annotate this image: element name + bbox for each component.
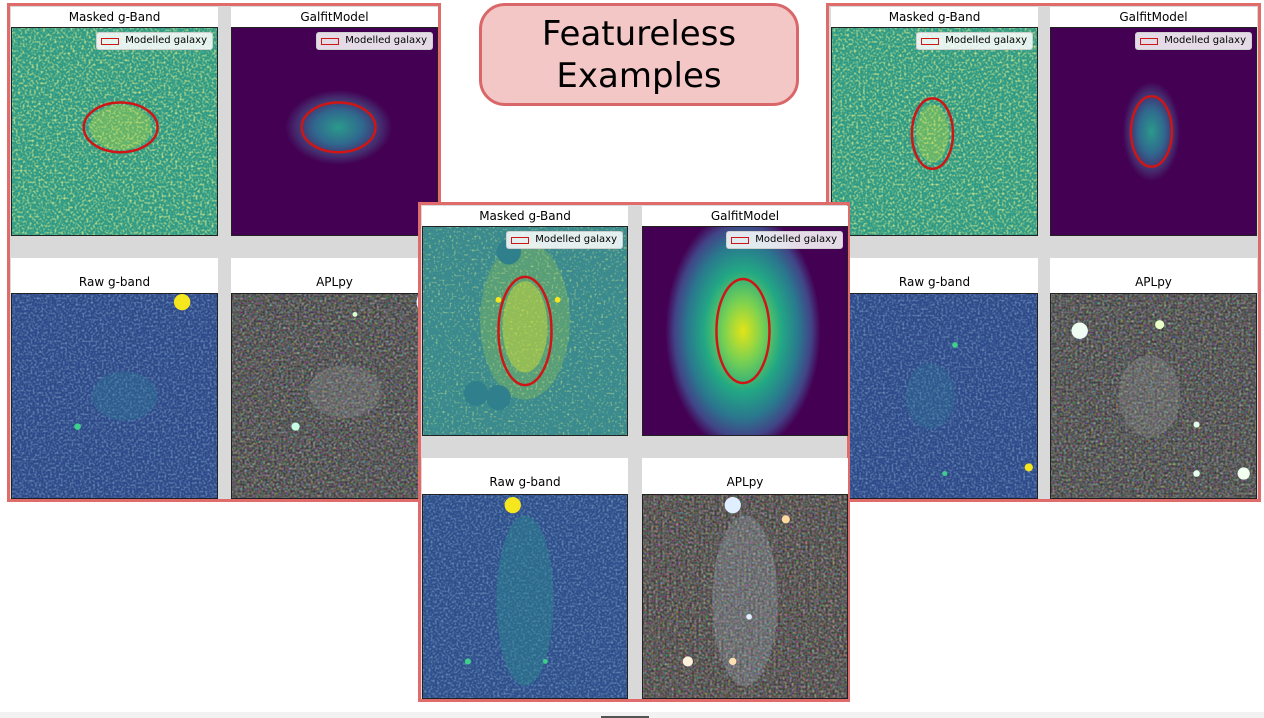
panel-title: APLpy [316,275,353,289]
masked-image-svg [12,28,217,235]
panel-title: Masked g-Band [479,209,571,223]
modelled-galaxy-ellipse [715,277,771,385]
modelled-galaxy-ellipse [910,97,955,171]
legend: Modelled galaxy [316,32,433,50]
legend-label: Modelled galaxy [125,35,207,46]
scroll-handle[interactable] [601,716,649,718]
panel-title: GalfitModel [710,209,780,223]
galfit-model-panel: GalfitModel [642,206,848,436]
panel-title: Masked g-Band [888,10,981,24]
panel-title: GalfitModel [1119,10,1188,24]
slide-title: Featureless Examples [541,13,737,96]
legend: Modelled galaxy [506,231,623,249]
legend-label: Modelled galaxy [945,35,1027,46]
panel-title: Masked g-Band [68,10,161,24]
masked-image-svg [832,28,1037,235]
red-rectangle-icon [101,37,120,45]
legend: Modelled galaxy [916,32,1033,50]
raw-image-svg [832,294,1037,498]
aplpy-image [642,494,848,699]
galfit-image-svg [232,28,437,235]
galfit-image-svg [643,227,847,435]
galfit-model-panel: GalfitModel [231,7,438,236]
panel-title: Raw g-band [898,275,971,289]
footer-bar [0,712,1264,718]
raw-image-svg [12,294,217,498]
galfit-model-panel: GalfitModel [1050,7,1257,236]
legend-label: Modelled galaxy [535,234,617,245]
raw-g-band-panel: Raw g-band [422,458,628,699]
raw-image-svg [423,495,627,698]
galfit-model-image: Modelled galaxy [1050,27,1257,236]
masked-g-band-image: Modelled galaxy [11,27,218,236]
red-rectangle-icon [511,236,530,244]
aplpy-panel: APLpy [642,458,848,699]
panel-title: APLpy [1135,275,1172,289]
modelled-galaxy-ellipse [300,101,377,154]
red-rectangle-icon [731,236,750,244]
legend: Modelled galaxy [726,231,843,249]
aplpy-image [1050,293,1257,499]
galfit-model-image: Modelled galaxy [642,226,848,436]
legend: Modelled galaxy [96,32,213,50]
example-group-right: Masked g-Band Modelled galaxy [826,3,1261,502]
aplpy-panel: APLpy [1050,258,1257,499]
masked-g-band-panel: Masked g-Band Modelled galaxy [831,7,1038,236]
panel-title: APLpy [726,475,764,489]
modelled-galaxy-ellipse [1129,95,1174,168]
red-rectangle-icon [1140,37,1159,45]
masked-g-band-panel: Masked g-Band [422,206,628,436]
galfit-model-image: Modelled galaxy [231,27,438,236]
aplpy-image-svg [232,294,437,498]
legend-label: Modelled galaxy [755,234,837,245]
legend-label: Modelled galaxy [345,35,427,46]
modelled-galaxy-ellipse [82,101,159,154]
masked-g-band-image: Modelled galaxy [422,226,628,436]
raw-g-band-image [831,293,1038,499]
legend: Modelled galaxy [1135,32,1252,50]
legend-label: Modelled galaxy [1164,35,1246,46]
raw-g-band-image [422,494,628,699]
galfit-image-svg [1051,28,1256,235]
masked-image-svg [423,227,627,435]
masked-g-band-image: Modelled galaxy [831,27,1038,236]
panel-title: GalfitModel [300,10,369,24]
aplpy-image-svg [1051,294,1256,498]
example-group-left: Masked g-Band Modelled galaxy [7,3,441,502]
panel-title: Raw g-band [78,275,151,289]
panel-title: Raw g-band [489,475,561,489]
aplpy-image-svg [643,495,847,698]
raw-g-band-panel: Raw g-band [831,258,1038,499]
masked-g-band-panel: Masked g-Band Modelled galaxy [11,7,218,236]
red-rectangle-icon [321,37,340,45]
aplpy-image [231,293,438,499]
modelled-galaxy-ellipse [497,275,553,387]
aplpy-panel: APLpy [231,258,438,499]
raw-g-band-image [11,293,218,499]
red-rectangle-icon [921,37,940,45]
slide-title-box: Featureless Examples [479,3,799,106]
raw-g-band-panel: Raw g-band [11,258,218,499]
example-group-center: Masked g-Band [418,202,850,702]
